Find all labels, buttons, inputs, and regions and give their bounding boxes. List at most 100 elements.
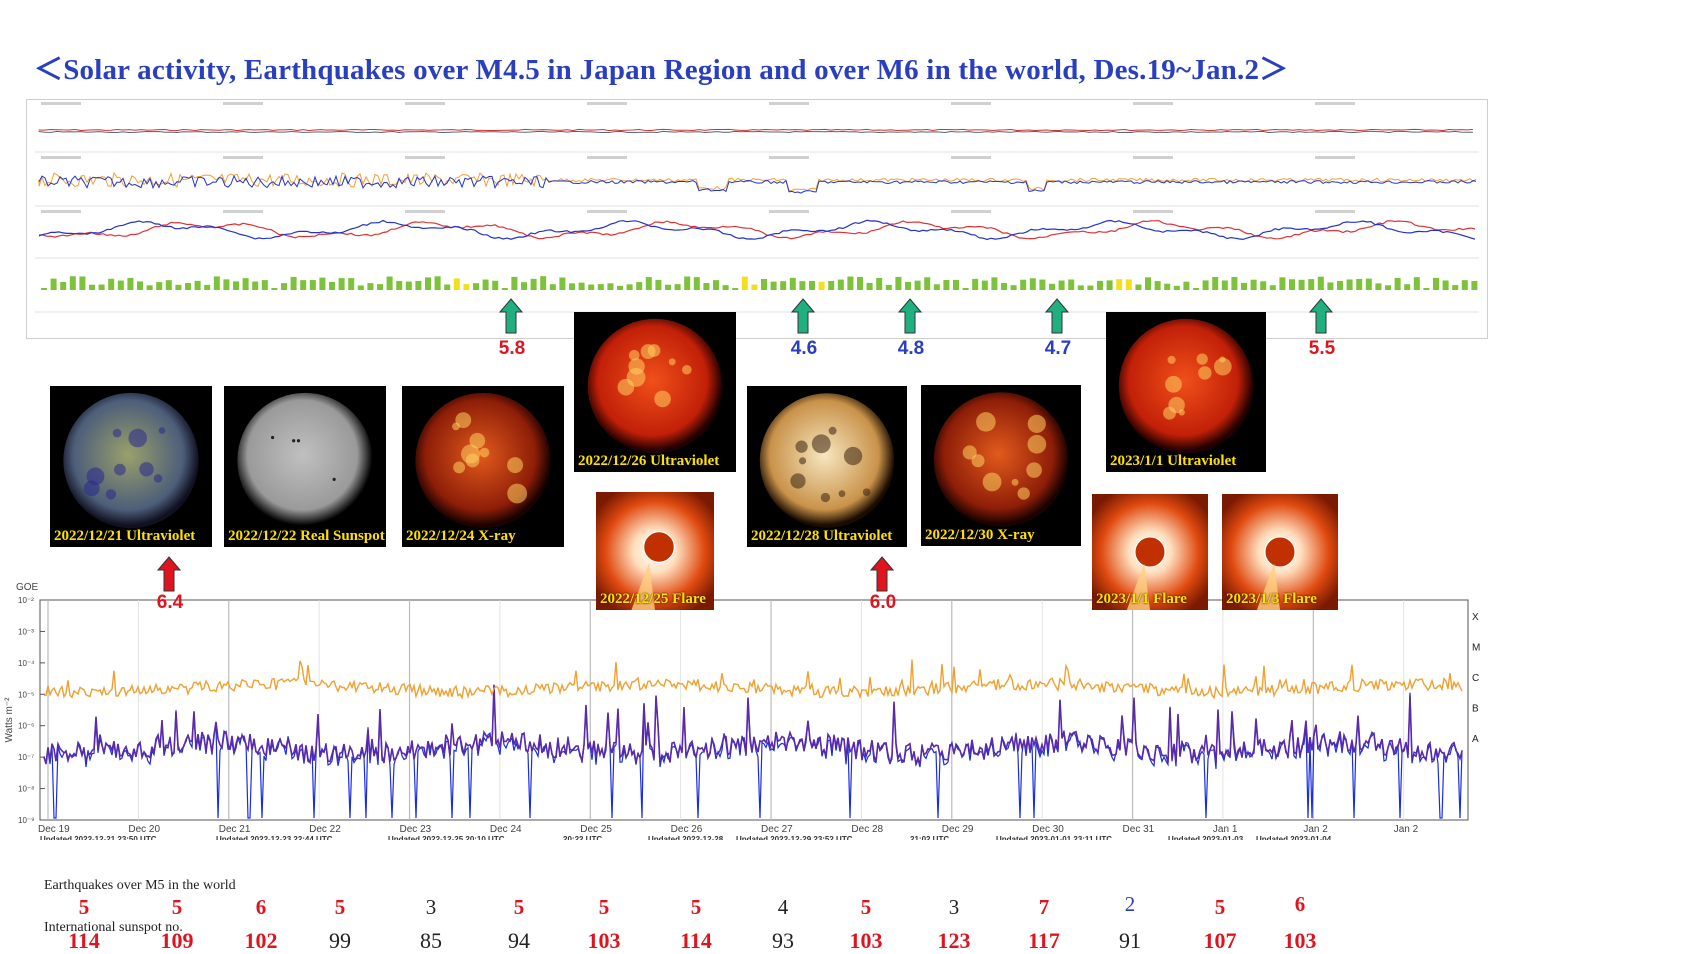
image-caption: 2022/12/30 X-ray	[925, 527, 1035, 543]
kp-bar	[607, 283, 614, 290]
kp-bar	[780, 281, 787, 290]
kp-bar	[761, 279, 767, 290]
image-caption: 2022/12/24 X-ray	[406, 528, 516, 544]
kp-bar	[905, 281, 911, 290]
solar-image: 2022/12/21 Ultraviolet	[50, 386, 212, 547]
kp-bar	[1183, 281, 1190, 290]
kp-bar	[732, 288, 739, 290]
xray-class-label: C	[1472, 673, 1479, 684]
sunspot-number: 114	[68, 928, 100, 953]
kp-bar	[741, 276, 748, 290]
kp-bar	[751, 284, 758, 290]
world-quake-count: 2	[1124, 892, 1136, 916]
kp-bar	[1116, 279, 1123, 290]
kp-bar	[569, 283, 575, 290]
flare-streamer	[631, 562, 655, 610]
solar-image: 2023/1/1 Flare	[1092, 494, 1208, 610]
image-caption: 2022/12/28 Ultraviolet	[751, 528, 893, 544]
kp-bar	[185, 283, 191, 290]
kp-bar	[559, 277, 566, 290]
sunspot	[292, 439, 296, 443]
kp-bar	[89, 284, 95, 290]
world-quake-count: 5	[513, 895, 525, 919]
xray-class-label: X	[1472, 612, 1479, 623]
quake-magnitude: 6.0	[869, 592, 897, 613]
panel-label	[1133, 102, 1173, 105]
kp-bar	[1375, 283, 1382, 290]
kp-bar	[405, 281, 412, 290]
active-region	[105, 489, 117, 500]
plot-frame	[39, 599, 1469, 821]
panel-label	[223, 156, 263, 159]
kp-bar	[655, 279, 662, 290]
panel-label	[41, 210, 81, 213]
kp-bar	[818, 281, 825, 290]
kp-bar	[828, 281, 835, 290]
sunspot-number: 102	[244, 928, 278, 953]
sunspot-number: 85	[420, 928, 442, 953]
kp-bar	[453, 278, 460, 290]
update-label: Updated 2022-12-23 22:44 UTC	[216, 835, 333, 840]
active-region	[971, 454, 985, 468]
sunspot-number: 103	[587, 928, 621, 953]
x-tick-label: Dec 21	[219, 824, 251, 835]
sun-picture	[237, 392, 373, 529]
kp-bar	[1154, 281, 1161, 290]
x-tick-label: Dec 31	[1123, 824, 1155, 835]
kp-bar	[79, 276, 86, 290]
active-region	[647, 344, 661, 357]
kp-bar	[1164, 283, 1171, 290]
y-tick-label: 10⁻⁶	[18, 722, 34, 731]
active-region	[1178, 409, 1185, 416]
x-tick-label: Dec 19	[38, 824, 70, 835]
kp-bar	[1221, 280, 1228, 290]
update-label: Updated 2023-01-04	[1256, 835, 1332, 840]
y-tick-label: 10⁻⁷	[18, 753, 34, 762]
sunspot-label: International sunspot no.	[44, 920, 183, 935]
solar-image: 2023/1/3 Flare	[1222, 494, 1338, 610]
kp-bar	[972, 278, 979, 290]
sun-picture	[587, 318, 723, 454]
sun-picture	[933, 392, 1069, 527]
y-tick-label: 10⁻⁹	[18, 816, 35, 825]
panel-label	[769, 102, 809, 105]
kp-bar	[69, 276, 76, 290]
kp-bar	[770, 281, 777, 290]
y-tick-label: 10⁻⁵	[18, 690, 34, 699]
world-quake-count: 5	[690, 895, 702, 919]
active-region	[1011, 478, 1019, 486]
kp-bar	[1385, 285, 1391, 290]
proton-flux-line	[38, 128, 1474, 132]
panel-label	[587, 210, 627, 213]
kp-bar	[41, 288, 47, 290]
world-quake-count: 5	[334, 895, 346, 919]
kp-bar	[943, 280, 950, 290]
sun-disk	[237, 392, 373, 529]
sun-disk	[63, 392, 199, 529]
kp-bar	[1317, 276, 1324, 290]
kp-bar	[549, 284, 556, 290]
kp-bar	[357, 285, 364, 290]
kp-bar	[386, 276, 393, 290]
kp-bar	[1394, 277, 1401, 290]
x-tick-label: Dec 20	[128, 824, 160, 835]
active-region	[820, 492, 831, 503]
world-quake-count: 7	[1038, 895, 1050, 919]
flare-streamer	[1126, 563, 1150, 610]
active-region	[453, 461, 466, 474]
sun-picture	[1118, 318, 1254, 454]
panel-label	[223, 210, 263, 213]
sun-picture	[759, 393, 895, 528]
kp-bar	[1020, 279, 1027, 290]
panel-label	[1133, 156, 1173, 159]
kp-bar	[636, 282, 643, 290]
occulter-disk	[643, 531, 675, 563]
solar-image: 2022/12/24 X-ray	[402, 386, 564, 547]
kp-bar	[895, 276, 902, 290]
kp-bar	[1423, 288, 1430, 290]
active-region	[976, 412, 996, 432]
occulter-disk	[1264, 536, 1296, 568]
kp-bar	[1327, 282, 1334, 290]
kp-bar	[1231, 276, 1238, 290]
japan-quake-arrow	[1309, 298, 1333, 334]
